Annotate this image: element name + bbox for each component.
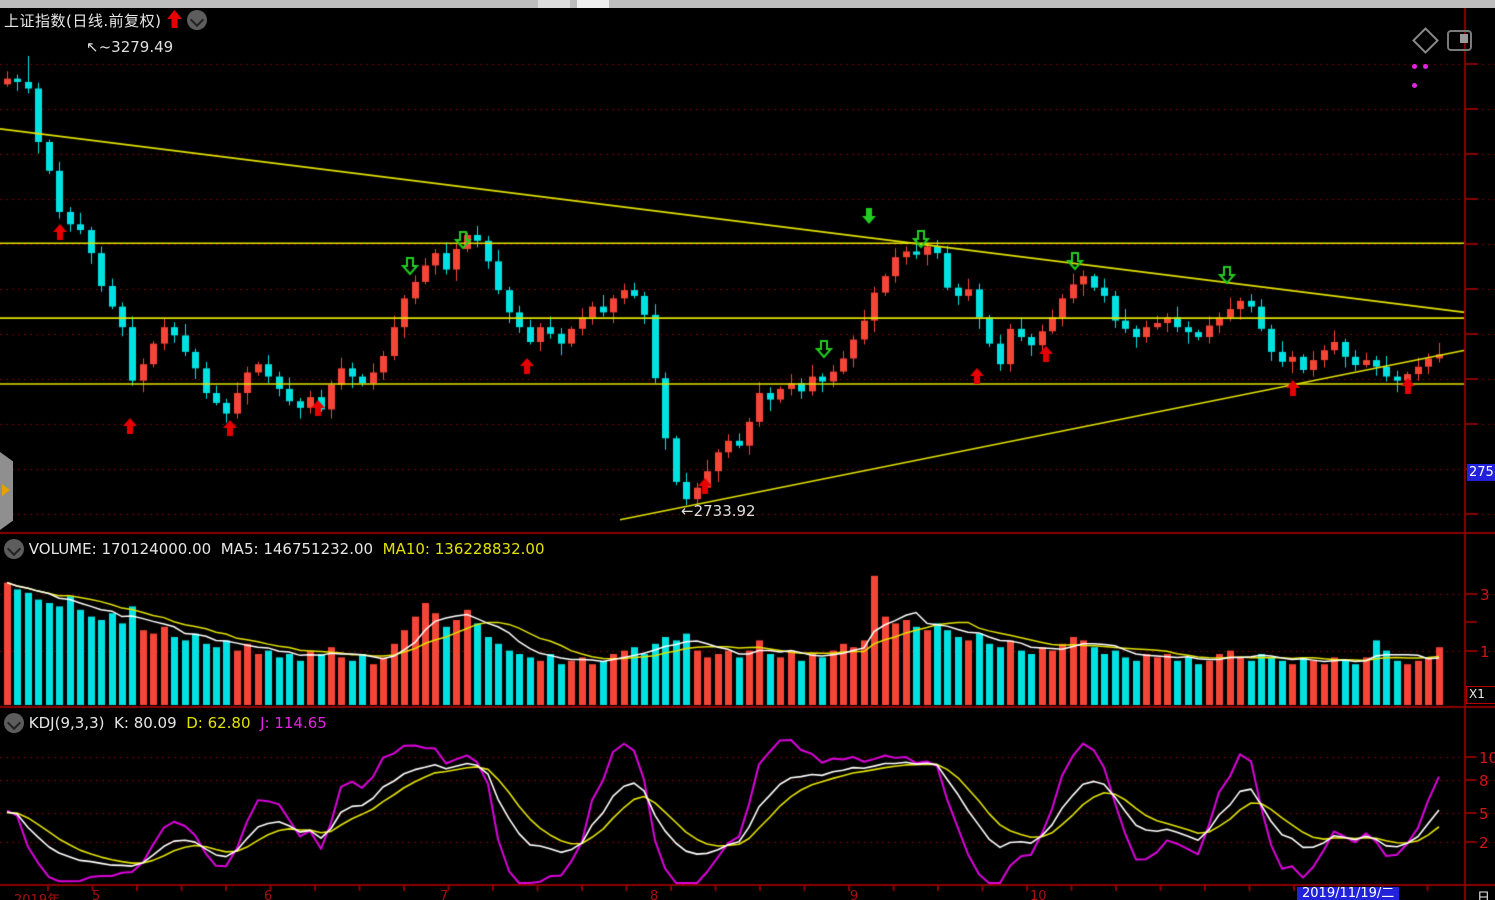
k-label: K: [114, 714, 129, 732]
x-axis-label: 8 [650, 889, 659, 900]
kdj-axis-tick: 10 [1479, 749, 1495, 767]
kdj-axis-tick: 8 [1479, 772, 1489, 790]
selected-date-label: 2019/11/19/二 [1297, 887, 1400, 900]
title-row: 上证指数(日线.前复权) [4, 10, 208, 31]
volume-axis-tick: 3 [1480, 586, 1490, 604]
window-top-strip [0, 0, 1495, 8]
d-value: 62.80 [207, 714, 251, 732]
top-strip-tab [538, 0, 570, 8]
panel-toggle-icon[interactable] [1447, 30, 1472, 51]
x-axis-label: 2019年 [14, 889, 60, 900]
volume-axis-tick: 1 [1480, 643, 1490, 661]
kdj-pane-header: KDJ(9,3,3) K: 80.09 D: 62.80 J: 114.65 [4, 713, 327, 733]
x-axis-label: 6 [264, 889, 273, 900]
low-annotation: ←2733.92 [681, 502, 756, 520]
collapse-volume-pane-icon[interactable] [4, 539, 24, 559]
kdj-axis-tick: 5 [1479, 805, 1489, 823]
ma5-value: 146751232.00 [263, 540, 374, 558]
top-strip-tab [577, 0, 609, 8]
volume-multiplier-tag: X1 [1466, 686, 1495, 704]
collapse-kdj-pane-icon[interactable] [4, 713, 24, 733]
up-trend-arrow-icon [166, 10, 182, 28]
high-arrow-icon: ↖ [86, 38, 99, 56]
k-value: 80.09 [133, 714, 177, 732]
volume-pane-header: VOLUME: 170124000.00 MA5: 146751232.00 M… [4, 539, 545, 559]
price-axis-tag: 275 [1467, 464, 1495, 481]
ma10-value: 136228832.00 [434, 540, 545, 558]
d-label: D: [186, 714, 203, 732]
ma10-label: MA10: [382, 540, 430, 558]
symbol-title: 上证指数(日线.前复权) [4, 12, 162, 30]
ma5-label: MA5: [220, 540, 259, 558]
more-options-dots-icon[interactable] [1412, 54, 1444, 88]
x-axis-label: 9 [850, 889, 859, 900]
collapse-main-pane-icon[interactable] [187, 10, 208, 30]
x-axis-label: 5 [92, 889, 101, 900]
x-axis-label: 10 [1030, 889, 1047, 900]
volume-label: VOLUME: [28, 540, 97, 558]
kdj-axis-tick: 2 [1479, 834, 1489, 852]
j-label: J: [260, 714, 270, 732]
kdj-indicator-label: KDJ(9,3,3) [28, 714, 105, 732]
volume-value: 170124000.00 [101, 540, 212, 558]
x-axis-label: 7 [440, 889, 449, 900]
sidebar-expand-handle[interactable] [0, 452, 13, 530]
high-annotation: ↖~3279.49 [86, 38, 174, 56]
period-button-partial[interactable]: 日 [1477, 891, 1491, 900]
j-value: 114.65 [274, 714, 327, 732]
